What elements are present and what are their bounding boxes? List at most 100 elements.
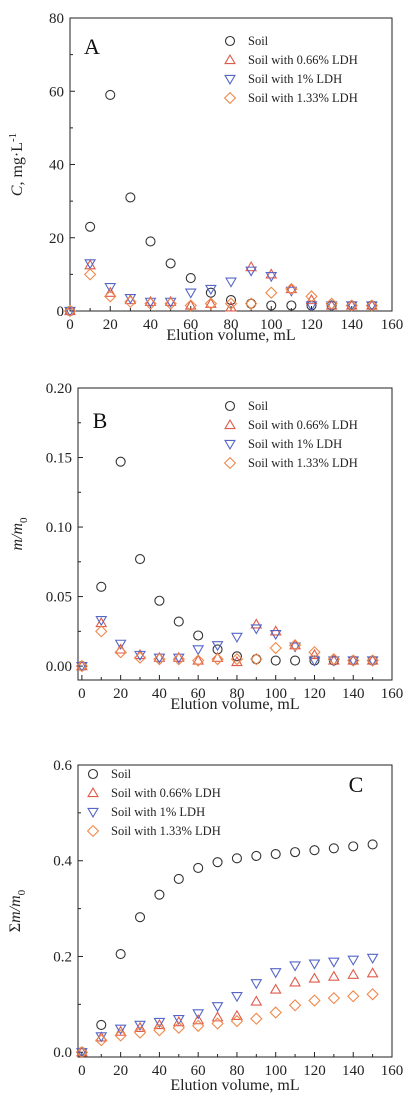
data-point [153, 1024, 166, 1037]
data-point [230, 1014, 244, 1028]
data-point [125, 192, 136, 203]
data-point [64, 304, 76, 316]
data-point [365, 299, 379, 312]
data-point [367, 839, 378, 850]
data-point [134, 1021, 146, 1032]
data-point [308, 648, 321, 660]
x-tick-label: 100 [260, 317, 283, 333]
legend-marker [224, 400, 236, 412]
data-point [345, 301, 358, 312]
data-point [347, 654, 360, 665]
data-point [225, 294, 237, 306]
x-tick-label: 40 [143, 317, 158, 333]
legend-label: Soil with 0.66% LDH [248, 418, 358, 432]
data-point [114, 639, 127, 650]
data-point [134, 1020, 146, 1031]
data-point [172, 1016, 185, 1027]
legend: Soil Soil with 0.66% LDH Soil with 1% LDH S… [223, 399, 358, 470]
data-point [251, 654, 262, 665]
data-point [345, 299, 358, 312]
y-tick-label: 0.10 [46, 520, 72, 536]
data-point [185, 272, 196, 284]
data-point [327, 652, 341, 666]
data-point [328, 843, 339, 854]
data-point [95, 616, 108, 627]
y-axis-label: C, mg·L-1 [7, 133, 26, 196]
data-point [75, 1046, 89, 1059]
data-point [96, 1019, 107, 1030]
data-point [115, 949, 126, 960]
data-point [347, 968, 360, 979]
data-point [308, 959, 321, 970]
data-point [265, 268, 278, 279]
y-tick-label: 0 [57, 304, 65, 320]
plot-frame [77, 387, 393, 681]
data-point [269, 641, 282, 655]
chart-panel-c: 0 20 40 60 80 100 120 140 160 0.0 0.2 0.4 0.6 Elution… [7, 758, 403, 1094]
data-point [104, 283, 117, 294]
legend-label: Soil [111, 767, 132, 781]
data-point [145, 236, 156, 247]
x-tick-label: 160 [381, 1063, 404, 1079]
data-point [211, 641, 224, 652]
x-tick-label: 120 [303, 686, 326, 702]
data-point [204, 297, 218, 310]
data-point [347, 654, 360, 667]
x-tick-label: 160 [381, 317, 404, 333]
y-tick-label: 20 [49, 231, 64, 247]
data-point [289, 961, 301, 972]
y-tick-label: 0.2 [53, 949, 72, 965]
legend-label: Soil with 0.66% LDH [248, 53, 358, 67]
data-point [184, 288, 197, 299]
panel-label: A [84, 34, 100, 59]
data-point [212, 857, 223, 868]
x-tick-label: 20 [113, 686, 128, 702]
legend-label: Soil [248, 399, 269, 413]
x-tick-label: 80 [229, 686, 244, 702]
data-point [250, 979, 263, 990]
data-point [265, 272, 278, 283]
data-point [327, 970, 340, 981]
series-1 [75, 967, 379, 1057]
data-point [308, 972, 321, 983]
data-point [250, 652, 263, 666]
data-point [204, 284, 217, 296]
data-point [288, 639, 302, 652]
data-point [153, 651, 166, 662]
data-point [269, 1006, 282, 1019]
y-tick-label: 60 [49, 84, 64, 100]
data-point [269, 983, 282, 994]
data-point [173, 873, 184, 884]
data-point [289, 639, 301, 650]
data-point [269, 968, 282, 979]
legend-marker [87, 807, 99, 819]
x-tick-label: 40 [152, 1063, 167, 1079]
data-point [270, 848, 281, 860]
data-point [114, 646, 127, 659]
data-point [154, 595, 165, 606]
data-point [211, 1017, 224, 1030]
data-point [205, 287, 216, 298]
data-point [288, 999, 302, 1012]
data-point [165, 258, 176, 269]
data-point [327, 656, 340, 667]
data-point [96, 581, 107, 592]
series-0 [76, 839, 378, 1058]
data-point [114, 1025, 127, 1036]
y-tick-label: 0.20 [46, 381, 72, 397]
data-point [75, 1046, 88, 1057]
data-point [192, 1014, 205, 1025]
x-tick-label: 60 [191, 1063, 206, 1079]
data-point [366, 654, 379, 665]
data-point [224, 297, 238, 310]
data-point [95, 1034, 108, 1047]
legend-label: Soil [248, 34, 269, 48]
data-point [309, 845, 320, 856]
x-tick-label: 60 [183, 317, 198, 333]
y-tick-label: 0.00 [46, 659, 72, 675]
data-point [172, 652, 185, 666]
data-point [114, 1024, 127, 1035]
data-point [63, 304, 77, 318]
data-point [134, 650, 146, 662]
